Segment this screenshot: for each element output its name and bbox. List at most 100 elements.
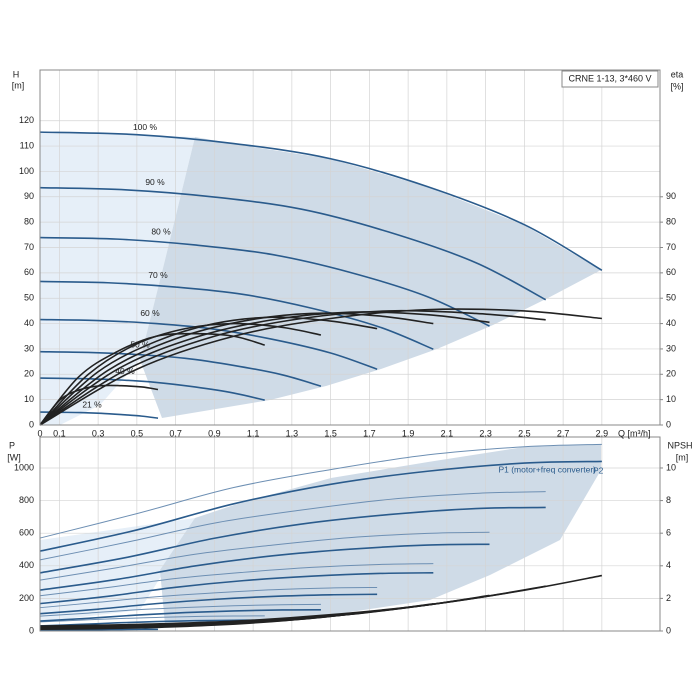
curve <box>39 609 321 622</box>
y-tick-label: 90 <box>24 191 34 201</box>
curve-label: P2 <box>593 465 604 475</box>
curve <box>39 280 434 350</box>
curve <box>39 628 158 631</box>
x-tick-label: 1.1 <box>247 428 260 438</box>
x-tick-label: 0.7 <box>169 428 182 438</box>
x-tick-label: 0 <box>37 428 42 438</box>
x-tick-label: 2.9 <box>596 428 609 438</box>
x-tick-label: 2.1 <box>441 428 454 438</box>
curve <box>39 186 547 301</box>
y2-tick-label: 40 <box>666 318 676 328</box>
title-box <box>561 70 659 88</box>
curves: 100 %90 %80 %70 %60 %50 %40 %21 %P1 (mot… <box>39 122 604 631</box>
y-tick-label: 70 <box>24 242 34 252</box>
chart-title: CRNE 1-13, 3*460 V <box>568 73 651 83</box>
curve <box>39 443 602 539</box>
curve <box>39 563 434 597</box>
x-tick-label: 2.3 <box>479 428 492 438</box>
x-axis-label: Q [m³/h] <box>618 428 651 438</box>
y-axis-unit: [W] <box>7 452 21 462</box>
y-axis-label: P <box>9 440 15 450</box>
x-tick-label: 0.5 <box>131 428 144 438</box>
curve-label: 60 % <box>140 308 160 318</box>
curve-label: 100 % <box>133 122 158 132</box>
curve <box>39 615 265 623</box>
y2-tick-label: 90 <box>666 191 676 201</box>
operating-region <box>160 444 601 625</box>
curve <box>39 543 490 591</box>
y2-axis-unit: [%] <box>670 81 683 91</box>
y-tick-label: 50 <box>24 293 34 303</box>
y-tick-label: 600 <box>19 528 34 538</box>
y2-tick-label: 8 <box>666 495 671 505</box>
curve <box>39 350 322 387</box>
curve-label: 50 % <box>130 340 150 350</box>
y2-tick-label: 10 <box>666 394 676 404</box>
curve <box>39 491 546 561</box>
curve-label: 90 % <box>145 177 165 187</box>
curve <box>39 384 159 426</box>
y2-tick-label: 0 <box>666 419 671 429</box>
curve <box>39 131 603 272</box>
plot-frame <box>39 436 661 632</box>
y2-tick-label: 4 <box>666 560 671 570</box>
x-tick-label: 1.9 <box>402 428 415 438</box>
y2-tick-label: 60 <box>666 267 676 277</box>
plot-frame <box>39 69 661 426</box>
x-tick-label: 1.5 <box>324 428 337 438</box>
curve <box>39 377 265 401</box>
curve <box>39 332 265 426</box>
y2-tick-label: 50 <box>666 293 676 303</box>
y-tick-label: 200 <box>19 593 34 603</box>
curve <box>39 586 378 609</box>
y-tick-label: 110 <box>20 140 34 150</box>
curve <box>39 316 378 426</box>
x-tick-label: 1.3 <box>286 428 299 438</box>
curve <box>39 619 265 627</box>
curve <box>39 322 322 426</box>
curve-label: 70 % <box>148 270 168 280</box>
y-tick-label: 20 <box>24 369 34 379</box>
y2-tick-label: 20 <box>666 369 676 379</box>
curve <box>39 312 434 426</box>
curve <box>39 318 378 370</box>
light-region <box>40 518 195 622</box>
y-tick-label: 100 <box>19 166 34 176</box>
y-tick-label: 1000 <box>14 462 34 472</box>
y2-tick-label: 70 <box>666 242 676 252</box>
curve-label: P1 (motor+freq converter) <box>498 464 596 474</box>
y2-tick-label: 0 <box>666 625 671 635</box>
y-tick-label: 0 <box>29 625 34 635</box>
x-tick-label: 2.5 <box>518 428 531 438</box>
y-tick-label: 800 <box>19 495 34 505</box>
y-tick-label: 30 <box>24 343 34 353</box>
curve <box>39 531 490 581</box>
y2-tick-label: 80 <box>666 217 676 227</box>
curve-label: 80 % <box>151 226 171 236</box>
x-tick-label: 2.7 <box>557 428 570 438</box>
y-tick-label: 120 <box>19 115 34 125</box>
curve <box>39 308 602 426</box>
x-tick-label: 0.3 <box>92 428 105 438</box>
x-tick-label: 0.9 <box>208 428 221 438</box>
y-tick-label: 40 <box>24 318 34 328</box>
y2-tick-label: 30 <box>666 343 676 353</box>
curve <box>39 603 321 617</box>
y-tick-label: 10 <box>24 394 34 404</box>
y-tick-label: 400 <box>19 560 34 570</box>
y2-axis-unit: [m] <box>676 452 689 462</box>
curve <box>39 236 490 327</box>
y2-axis-label: NPSH <box>667 440 692 450</box>
y-tick-label: 0 <box>29 419 34 429</box>
curve <box>39 593 378 615</box>
y-axis-unit: [m] <box>12 80 25 90</box>
curve <box>39 460 602 552</box>
y2-tick-label: 2 <box>666 593 671 603</box>
y-axis-label: H <box>13 69 20 79</box>
curve-label: 21 % <box>82 400 102 410</box>
curve <box>39 311 490 426</box>
y2-tick-label: 10 <box>666 462 676 472</box>
curve <box>39 572 434 605</box>
x-tick-label: 0.1 <box>53 428 66 438</box>
